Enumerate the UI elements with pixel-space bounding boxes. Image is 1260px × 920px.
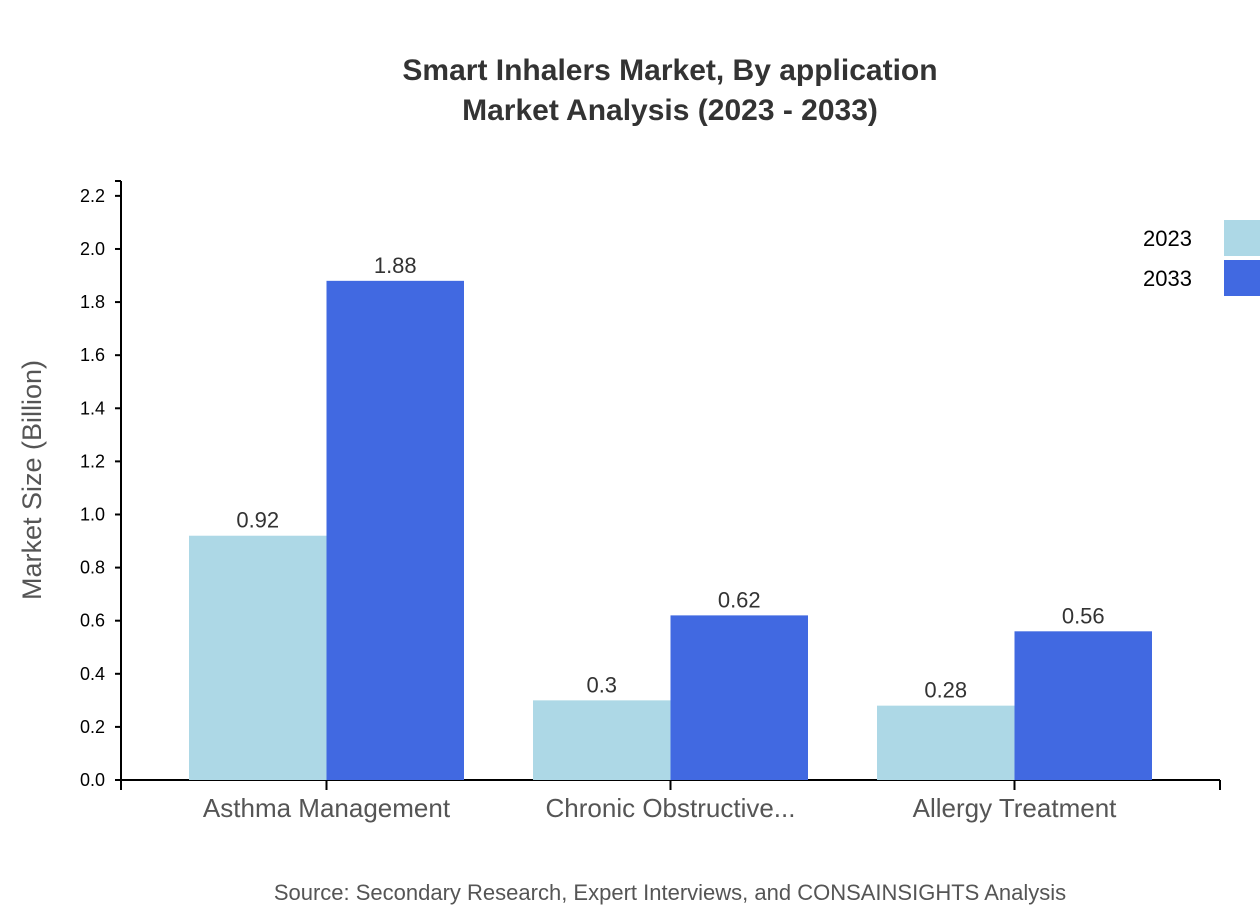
bar-2023-1 (533, 700, 671, 780)
y-tick-label: 1.4 (80, 398, 105, 418)
bar-2023-2 (877, 705, 1015, 780)
y-tick-label: 0.8 (80, 558, 105, 578)
legend-label: 2033 (1143, 266, 1192, 291)
y-tick-label: 2.2 (80, 186, 105, 206)
y-axis-label: Market Size (Billion) (17, 360, 47, 600)
y-tick-label: 2.0 (80, 239, 105, 259)
bar-2033-2 (1014, 631, 1152, 780)
legend-swatch-2033 (1224, 260, 1260, 296)
source-note: Source: Secondary Research, Expert Inter… (274, 880, 1066, 905)
bar-2033-1 (670, 615, 808, 780)
bar-2033-0 (326, 280, 464, 780)
x-tick-label: Allergy Treatment (913, 793, 1118, 823)
data-label: 1.88 (374, 253, 417, 278)
chart-subtitle: Market Analysis (2023 - 2033) (462, 94, 878, 127)
chart-title: Smart Inhalers Market, By application (402, 54, 937, 87)
y-tick-label: 0.2 (80, 717, 105, 737)
y-tick-label: 1.8 (80, 292, 105, 312)
data-label: 0.92 (236, 508, 279, 533)
x-tick-label: Chronic Obstructive... (546, 793, 796, 823)
legend-swatch-2023 (1224, 220, 1260, 256)
legend-label: 2023 (1143, 226, 1192, 251)
y-tick-label: 1.0 (80, 504, 105, 524)
bar-2023-0 (189, 535, 327, 780)
y-tick-label: 0.6 (80, 611, 105, 631)
data-label: 0.28 (924, 678, 967, 703)
data-label: 0.3 (586, 672, 617, 697)
data-label: 0.56 (1062, 603, 1105, 628)
data-label: 0.62 (718, 587, 761, 612)
y-tick-label: 0.4 (80, 664, 105, 684)
y-tick-label: 1.2 (80, 451, 105, 471)
x-tick-label: Asthma Management (203, 793, 451, 823)
y-tick-label: 1.6 (80, 345, 105, 365)
y-tick-label: 0.0 (80, 770, 105, 790)
